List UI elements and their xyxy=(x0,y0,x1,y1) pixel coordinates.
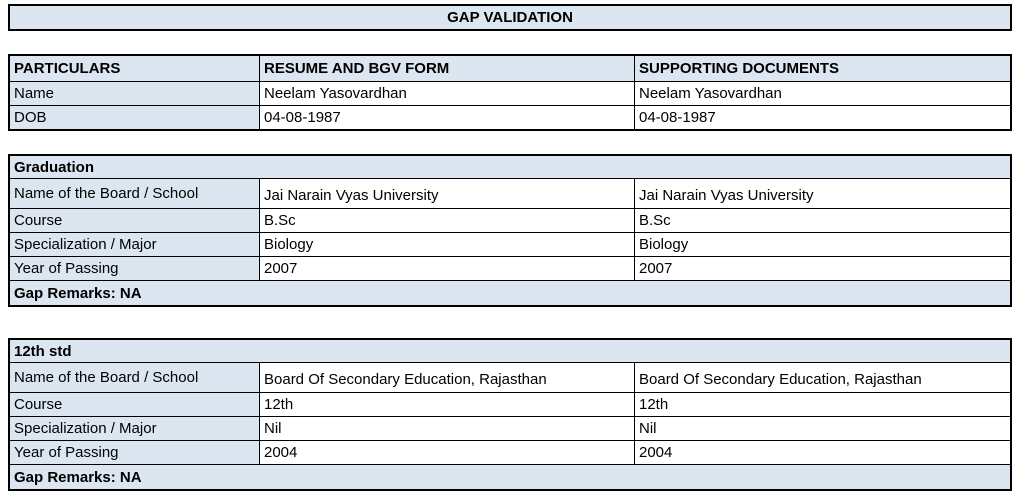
header-resume-bgv-form: RESUME AND BGV FORM xyxy=(260,56,635,81)
course-resume-value: 12th xyxy=(260,392,635,416)
twelfth-gap-remarks: Gap Remarks: NA xyxy=(10,464,1010,489)
graduation-gap-remarks-row: Gap Remarks: NA xyxy=(10,280,1010,305)
year-of-passing-label: Year of Passing xyxy=(10,256,260,280)
year-of-passing-resume-value: 2007 xyxy=(260,256,635,280)
personal-table: PARTICULARS RESUME AND BGV FORM SUPPORTI… xyxy=(8,54,1012,131)
table-row-board-school: Name of the Board / School Board Of Seco… xyxy=(10,362,1010,392)
twelfth-section-header-row: 12th std xyxy=(10,340,1010,362)
board-school-resume-value: Jai Narain Vyas University xyxy=(260,178,635,208)
header-supporting-documents: SUPPORTING DOCUMENTS xyxy=(635,56,1010,81)
title-bar: GAP VALIDATION xyxy=(8,4,1012,31)
board-school-label: Name of the Board / School xyxy=(10,362,260,392)
table-row-specialization: Specialization / Major Nil Nil xyxy=(10,416,1010,440)
name-resume-value: Neelam Yasovardhan xyxy=(260,81,635,105)
table-row-name: Name Neelam Yasovardhan Neelam Yasovardh… xyxy=(10,81,1010,105)
dob-resume-value: 04-08-1987 xyxy=(260,105,635,129)
course-resume-value: B.Sc xyxy=(260,208,635,232)
board-school-label: Name of the Board / School xyxy=(10,178,260,208)
specialization-resume-value: Nil xyxy=(260,416,635,440)
graduation-section-header-row: Graduation xyxy=(10,156,1010,178)
board-school-supporting-value: Jai Narain Vyas University xyxy=(635,178,1010,208)
specialization-supporting-value: Biology xyxy=(635,232,1010,256)
header-particulars: PARTICULARS xyxy=(10,56,260,81)
specialization-label: Specialization / Major xyxy=(10,416,260,440)
table-row-dob: DOB 04-08-1987 04-08-1987 xyxy=(10,105,1010,129)
table-row-year-of-passing: Year of Passing 2007 2007 xyxy=(10,256,1010,280)
course-label: Course xyxy=(10,392,260,416)
year-of-passing-label: Year of Passing xyxy=(10,440,260,464)
table-row-year-of-passing: Year of Passing 2004 2004 xyxy=(10,440,1010,464)
course-supporting-value: 12th xyxy=(635,392,1010,416)
dob-supporting-value: 04-08-1987 xyxy=(635,105,1010,129)
year-of-passing-supporting-value: 2007 xyxy=(635,256,1010,280)
twelfth-std-table: 12th std Name of the Board / School Boar… xyxy=(8,338,1012,491)
year-of-passing-resume-value: 2004 xyxy=(260,440,635,464)
specialization-supporting-value: Nil xyxy=(635,416,1010,440)
year-of-passing-supporting-value: 2004 xyxy=(635,440,1010,464)
course-label: Course xyxy=(10,208,260,232)
specialization-resume-value: Biology xyxy=(260,232,635,256)
page-title: GAP VALIDATION xyxy=(447,9,573,26)
table-row-specialization: Specialization / Major Biology Biology xyxy=(10,232,1010,256)
dob-label: DOB xyxy=(10,105,260,129)
course-supporting-value: B.Sc xyxy=(635,208,1010,232)
graduation-section-title: Graduation xyxy=(10,156,1010,178)
twelfth-section-title: 12th std xyxy=(10,340,1010,362)
table-row-board-school: Name of the Board / School Jai Narain Vy… xyxy=(10,178,1010,208)
table-row-course: Course B.Sc B.Sc xyxy=(10,208,1010,232)
specialization-label: Specialization / Major xyxy=(10,232,260,256)
board-school-supporting-value: Board Of Secondary Education, Rajasthan xyxy=(635,362,1010,392)
twelfth-gap-remarks-row: Gap Remarks: NA xyxy=(10,464,1010,489)
board-school-resume-value: Board Of Secondary Education, Rajasthan xyxy=(260,362,635,392)
graduation-gap-remarks: Gap Remarks: NA xyxy=(10,280,1010,305)
personal-header-row: PARTICULARS RESUME AND BGV FORM SUPPORTI… xyxy=(10,56,1010,81)
table-row-course: Course 12th 12th xyxy=(10,392,1010,416)
name-supporting-value: Neelam Yasovardhan xyxy=(635,81,1010,105)
name-label: Name xyxy=(10,81,260,105)
graduation-table: Graduation Name of the Board / School Ja… xyxy=(8,154,1012,307)
